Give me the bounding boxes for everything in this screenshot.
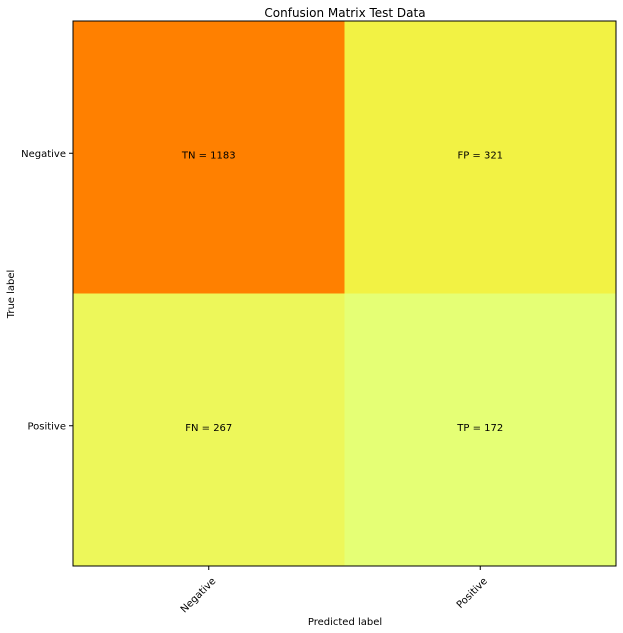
heatmap-cells <box>73 21 616 566</box>
y-axis-ticks: Negative Positive <box>21 149 73 432</box>
y-tick-label: Negative <box>21 149 66 160</box>
heatmap-cell <box>73 21 345 294</box>
cell-value-label: FN = 267 <box>185 423 232 434</box>
x-axis-label: Predicted label <box>308 617 382 628</box>
heatmap-cell <box>73 293 345 566</box>
cell-value-label: TP = 172 <box>456 423 503 434</box>
cell-value-label: TN = 1183 <box>181 150 236 161</box>
plot-frame <box>72 20 617 567</box>
chart-title: Confusion Matrix Test Data <box>264 6 425 20</box>
heatmap-cell <box>344 293 616 566</box>
cell-labels: TN = 1183 FP = 321 FN = 267 TP = 172 <box>181 150 503 434</box>
y-axis-label: True label <box>6 270 17 320</box>
y-tick-label: Positive <box>27 421 66 432</box>
cell-value-label: FP = 321 <box>457 150 503 161</box>
x-tick-label: Negative <box>179 576 219 616</box>
heatmap-cell <box>344 21 616 294</box>
x-tick-label: Positive <box>455 576 490 611</box>
x-axis-ticks: Negative Positive <box>179 566 490 615</box>
